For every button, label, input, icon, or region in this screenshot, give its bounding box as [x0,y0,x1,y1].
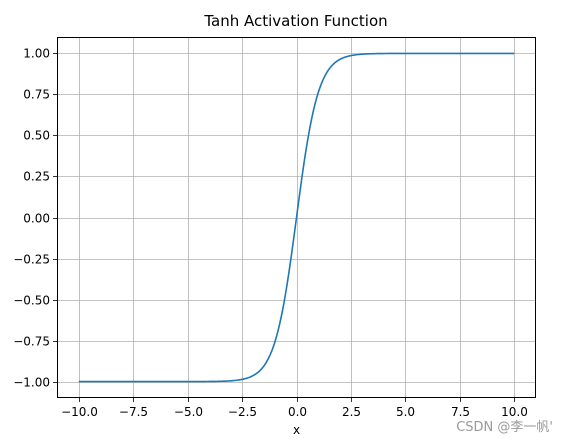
y-tick-label: 0.50 [23,129,50,143]
y-tick-label: −0.25 [13,253,50,267]
y-tick-label: −0.75 [13,335,50,349]
y-tick-label: −0.50 [13,294,50,308]
x-tick-label: 5.0 [396,405,415,419]
x-axis-label: x [293,423,300,437]
series-layer [78,52,515,383]
y-tick-label: 0.00 [23,212,50,226]
x-tick-label: −7.5 [119,405,148,419]
y-tick-label: 0.25 [23,170,50,184]
chart-title: Tanh Activation Function [203,12,387,30]
tanh-series-line [78,52,515,383]
watermark-text: CSDN @李一帆' [456,420,553,435]
y-axis-ticks: 1.00 0.75 0.50 0.25 0.00 −0.25 −0.50 −0.75 −1.00 [13,47,57,390]
y-tick-label: −1.00 [13,376,50,390]
x-axis-ticks: −10.0 −7.5 −5.0 −2.5 0.0 2.5 5.0 7.5 10.0 [61,398,528,419]
y-tick-label: 0.75 [23,88,50,102]
x-tick-label: −2.5 [228,405,257,419]
plot-frame [57,37,536,398]
grid-lines [57,37,536,398]
x-tick-label: 0.0 [288,405,307,419]
y-tick-label: 1.00 [23,47,50,61]
x-tick-label: −10.0 [61,405,98,419]
x-tick-label: 2.5 [342,405,361,419]
x-tick-label: −5.0 [174,405,203,419]
x-tick-label: 10.0 [501,405,528,419]
x-tick-label: 7.5 [451,405,470,419]
